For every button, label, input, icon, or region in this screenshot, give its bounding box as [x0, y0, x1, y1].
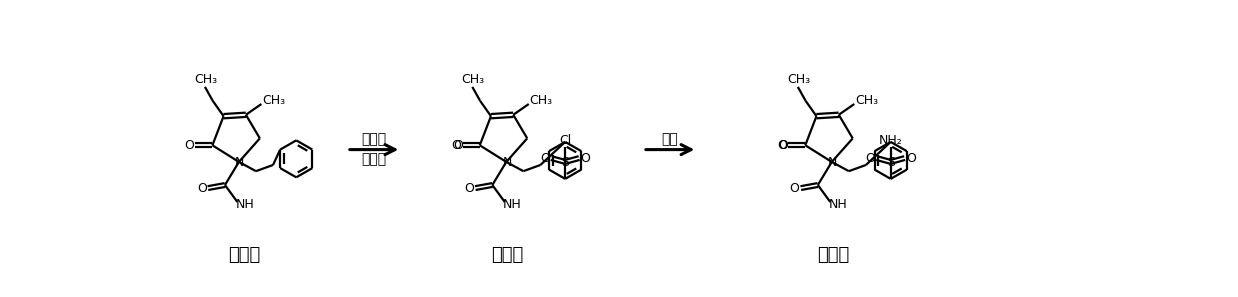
Text: NH: NH — [235, 198, 255, 211]
Text: S: S — [886, 156, 895, 169]
Text: N: N — [828, 156, 837, 169]
Text: O: O — [453, 139, 463, 152]
Text: Cl: Cl — [560, 134, 571, 147]
Text: O: O — [452, 139, 462, 152]
Text: CH₃: CH₃ — [530, 94, 552, 107]
Text: O: O — [581, 151, 591, 165]
Text: 磺酰氯: 磺酰氯 — [491, 246, 524, 264]
Text: O: O — [540, 151, 550, 165]
Text: NH₂: NH₂ — [879, 134, 903, 147]
Text: O: O — [777, 139, 787, 152]
Text: NH: NH — [828, 198, 847, 211]
Text: O: O — [906, 151, 916, 165]
Text: NH: NH — [503, 198, 522, 211]
Text: N: N — [503, 156, 511, 169]
Text: 缩合物: 缩合物 — [228, 246, 260, 264]
Text: 磺酰胺: 磺酰胺 — [817, 246, 849, 264]
Text: N: N — [235, 156, 244, 169]
Text: CH₃: CH₃ — [855, 94, 878, 107]
Text: CH₃: CH₃ — [194, 73, 218, 86]
Text: 氯磺酸: 氯磺酸 — [361, 153, 386, 167]
Text: O: O — [779, 139, 789, 152]
Text: CH₃: CH₃ — [787, 73, 810, 86]
Text: O: O — [184, 139, 194, 152]
Text: O: O — [865, 151, 875, 165]
Text: O: O — [197, 181, 207, 195]
Text: CH₃: CH₃ — [262, 94, 285, 107]
Text: 主反应: 主反应 — [361, 132, 386, 147]
Text: O: O — [464, 181, 474, 195]
Text: S: S — [561, 156, 569, 169]
Text: O: O — [790, 181, 800, 195]
Text: 氨水: 氨水 — [662, 132, 678, 147]
Text: CH₃: CH₃ — [462, 73, 485, 86]
